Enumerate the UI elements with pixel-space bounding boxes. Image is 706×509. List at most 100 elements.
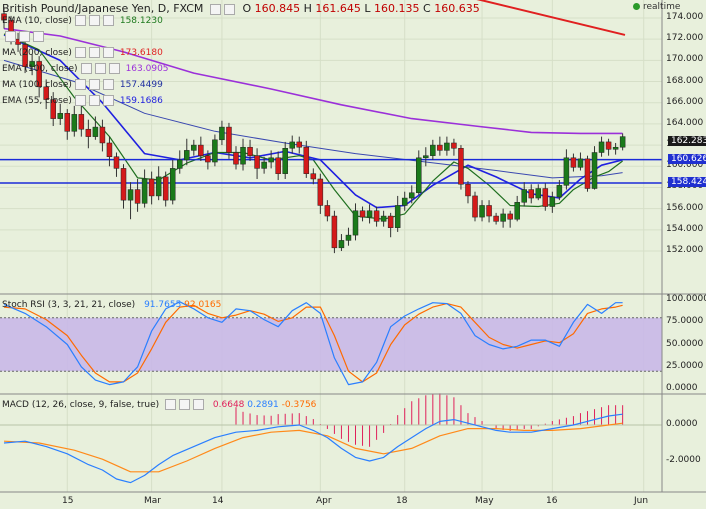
stoch-label: Stoch RSI (3, 3, 21, 21, close) <box>2 300 136 310</box>
visibility-icon[interactable] <box>223 3 235 15</box>
candle-body <box>317 178 324 206</box>
candle-body <box>78 114 85 130</box>
legend-visibility-icon[interactable] <box>88 79 100 90</box>
legend-visibility-icon[interactable] <box>88 47 100 58</box>
time-tick-label: Apr <box>316 496 332 506</box>
legend-close-icon[interactable] <box>102 95 114 106</box>
candle-body <box>212 139 218 163</box>
legend-close-icon[interactable] <box>102 15 114 26</box>
ema100-line <box>3 27 623 135</box>
candle-body <box>486 205 492 217</box>
close-label: C <box>423 2 431 15</box>
legend-item: EMA (10, close) 158.1230 <box>2 15 163 26</box>
legend-settings-icon[interactable] <box>74 95 86 106</box>
legend-visibility-icon[interactable] <box>88 15 100 26</box>
candle-body <box>240 146 246 165</box>
candle-body <box>247 146 253 156</box>
legend-close-icon[interactable] <box>108 63 120 74</box>
candle-body <box>366 210 373 218</box>
macd-line <box>3 413 623 484</box>
candle-body <box>275 157 281 174</box>
candle-body <box>331 215 338 249</box>
legend-settings-icon[interactable] <box>74 79 86 90</box>
legend-close-icon[interactable] <box>102 47 114 58</box>
legend-item: MA (100, close) 157.4499 <box>2 79 163 90</box>
candle-body <box>1 13 7 21</box>
time-tick-label: Jun <box>634 496 649 506</box>
macd-legend: MACD (12, 26, close, 9, false, true) 0.6… <box>2 399 316 410</box>
legend-settings-icon[interactable] <box>5 31 16 42</box>
macd-close-icon[interactable] <box>193 399 205 410</box>
ma200-line <box>476 0 626 36</box>
price-tick-label: 156.000 <box>666 202 704 213</box>
candle-body <box>465 184 471 197</box>
candle-body <box>394 205 401 228</box>
legend-visibility-icon[interactable] <box>19 31 30 42</box>
candle-body <box>324 205 331 217</box>
candle-body <box>444 142 450 151</box>
candle-body <box>570 157 577 168</box>
candle-body <box>563 157 570 186</box>
price-tick-label: 172.000 <box>666 33 704 44</box>
candle-body <box>177 159 183 169</box>
candle-body <box>296 141 303 148</box>
candle-body <box>155 176 162 197</box>
legend-item: EMA (100, close) 163.0905 <box>2 63 169 74</box>
stoch-band <box>0 317 662 372</box>
time-tick-label: May <box>475 496 494 506</box>
price-tick-label: 166.000 <box>666 96 704 107</box>
macd-tick-label: -2.0000 <box>666 455 701 465</box>
stoch-d-line <box>3 303 623 383</box>
legend-visibility-icon[interactable] <box>94 63 106 74</box>
candle-body <box>64 113 71 132</box>
macd-hist-value: 0.6648 <box>212 400 245 410</box>
time-tick-label: 16 <box>546 496 558 506</box>
legend-item: MA (200, close) 173.6180 <box>2 47 163 58</box>
candle-body <box>113 156 120 169</box>
open-label: O <box>242 2 252 15</box>
stoch-legend: Stoch RSI (3, 3, 21, 21, close) 91.7655 … <box>2 300 221 310</box>
candle-body <box>584 158 591 189</box>
candle-body <box>556 185 563 198</box>
realtime-indicator: realtime <box>633 2 680 12</box>
candle-body <box>282 148 288 174</box>
candle-body <box>268 157 274 163</box>
candle-body <box>528 189 534 199</box>
status-dot-icon <box>633 3 640 10</box>
candle-body <box>50 99 56 119</box>
candle-body <box>92 126 99 137</box>
legend-visibility-icon[interactable] <box>88 95 100 106</box>
macd-tick-label: 0.0000 <box>666 419 698 429</box>
time-tick-label: 15 <box>62 496 74 506</box>
candle-body <box>99 126 106 144</box>
legend-settings-icon[interactable] <box>74 47 86 58</box>
candle-body <box>345 234 352 241</box>
candle-body <box>359 210 366 218</box>
candle-body <box>408 192 415 199</box>
candle-body <box>338 240 345 249</box>
open-value: 160.845 <box>254 2 301 15</box>
legend-label: MA (100, close) <box>2 80 72 90</box>
legend-settings-icon[interactable] <box>80 63 92 74</box>
candle-body <box>430 144 436 156</box>
candle-body <box>289 141 295 149</box>
legend-close-icon[interactable] <box>33 31 44 42</box>
macd-line-value: 0.2891 <box>247 400 279 410</box>
legend-close-icon[interactable] <box>102 79 114 90</box>
macd-visibility-icon[interactable] <box>179 399 191 410</box>
candle-body <box>226 126 232 153</box>
candle-body <box>36 61 42 88</box>
candle-body <box>619 136 626 148</box>
macd-signal-line <box>3 422 623 473</box>
symbol-title: British Pound/Japanese Yen, D, FXCM <box>2 2 204 15</box>
legend-label: MA (200, close) <box>2 48 72 58</box>
high-value: 161.645 <box>315 2 361 15</box>
macd-settings-icon[interactable] <box>165 399 177 410</box>
candle-body <box>472 195 478 218</box>
candle-body <box>141 178 148 204</box>
candle-body <box>507 213 513 220</box>
legend-settings-icon[interactable] <box>74 15 86 26</box>
realtime-label: realtime <box>643 2 681 12</box>
stoch-tick-label: 50.0000 <box>666 338 704 349</box>
settings-icon[interactable] <box>209 3 221 15</box>
